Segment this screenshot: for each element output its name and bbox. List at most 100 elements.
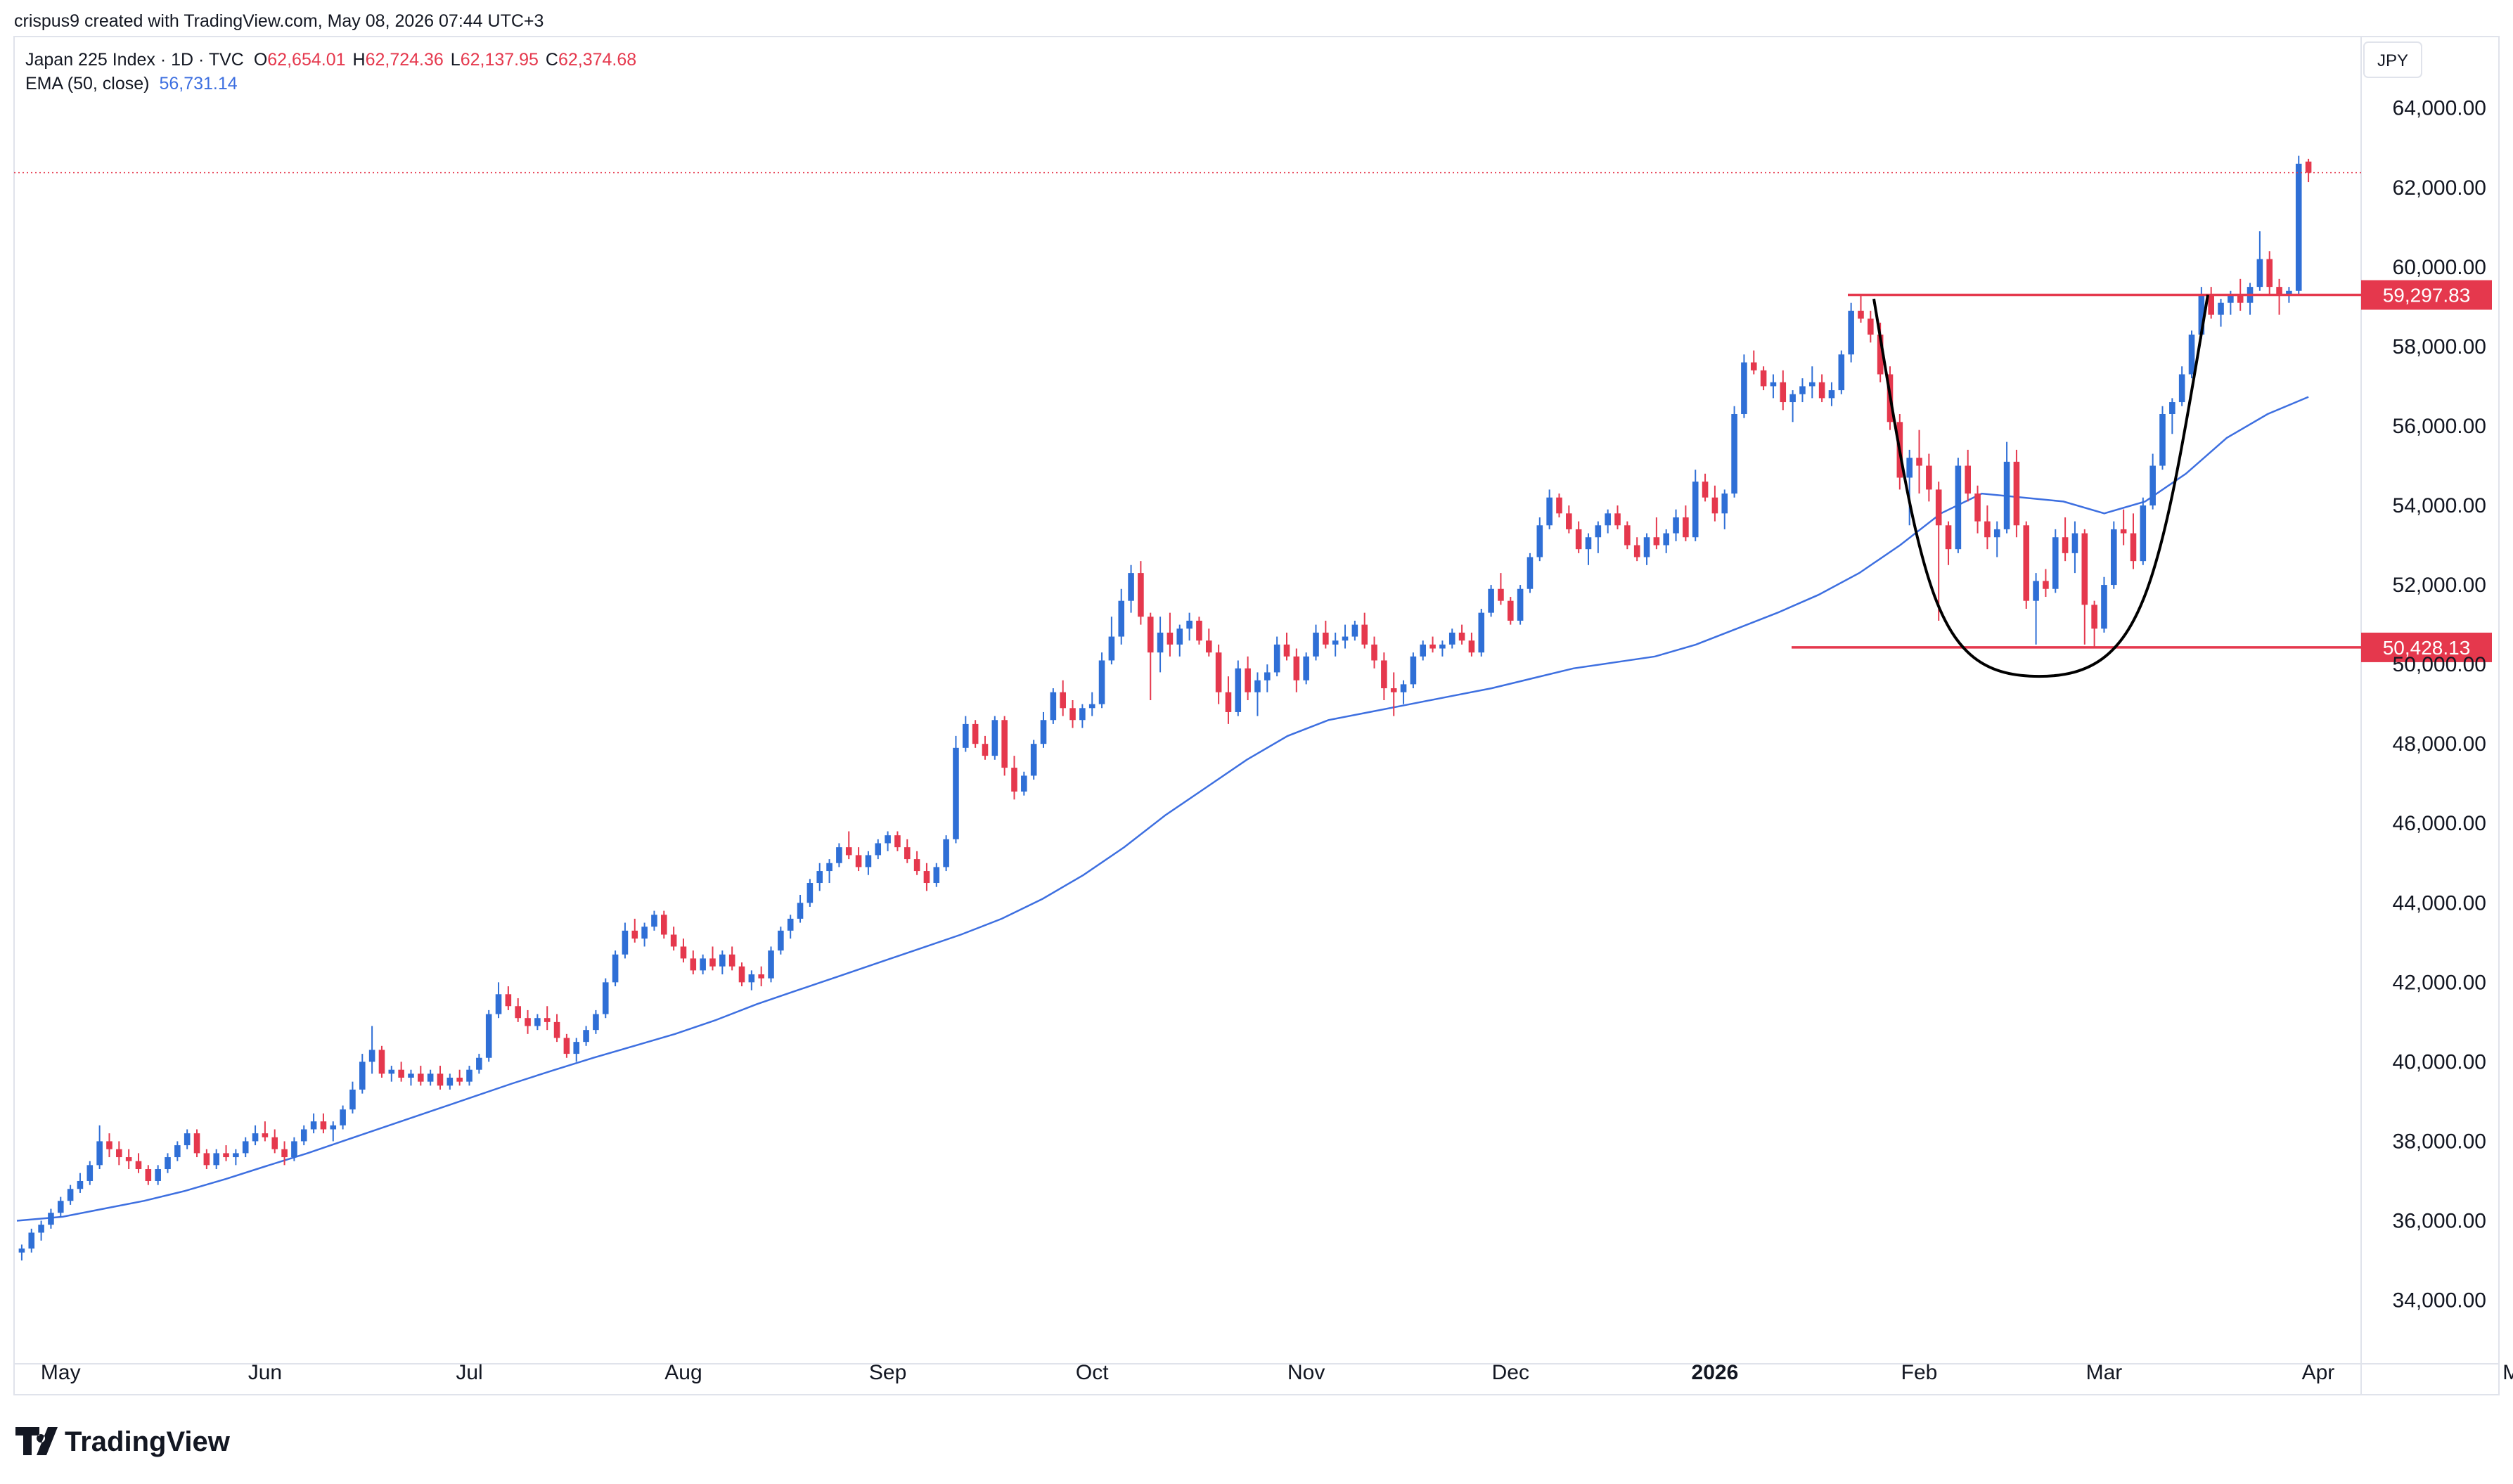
legend-symbol: Japan 225 Index · 1D · TVC	[25, 50, 244, 70]
candle-body	[728, 954, 735, 967]
candle-body	[1098, 660, 1105, 704]
candle-body	[495, 994, 502, 1014]
candle	[2043, 569, 2049, 598]
candle-body	[2266, 259, 2273, 288]
candle-body	[2130, 533, 2137, 562]
candle-body	[135, 1161, 142, 1170]
candle	[1868, 311, 1874, 343]
candle	[1400, 680, 1407, 704]
candle-body	[193, 1133, 200, 1154]
candle-body	[1313, 632, 1319, 657]
candle-body	[1653, 537, 1660, 546]
cup-pattern-curve	[1872, 295, 2209, 678]
candle	[1673, 509, 1679, 541]
candle	[106, 1133, 113, 1158]
candle-body	[330, 1125, 337, 1130]
candle-body	[359, 1062, 366, 1090]
candle-body	[1546, 497, 1553, 526]
currency-box[interactable]	[2363, 41, 2422, 78]
candle-body	[1527, 557, 1534, 589]
candle-body	[2111, 529, 2117, 586]
candle-body	[1468, 640, 1475, 653]
candle	[768, 946, 774, 983]
candle	[2033, 573, 2039, 645]
candle	[2178, 366, 2185, 406]
candle-body	[602, 982, 609, 1014]
candle	[242, 1137, 249, 1158]
y-tick-label: 50,000.00	[2393, 653, 2486, 676]
candle-body	[1254, 680, 1261, 692]
candle	[1001, 716, 1008, 776]
candle-body	[680, 946, 687, 959]
candle	[963, 716, 969, 752]
candle-body	[1323, 632, 1329, 645]
candle-body	[437, 1073, 444, 1086]
x-tick-label: Nov	[1287, 1361, 1325, 1384]
candle	[816, 863, 823, 891]
candle	[1809, 366, 1815, 399]
candle-body	[1556, 497, 1562, 514]
candle	[165, 1153, 171, 1173]
x-tick-label: Sep	[869, 1361, 906, 1384]
candle-body	[1692, 482, 1699, 538]
candle-body	[1235, 668, 1242, 712]
candle	[281, 1141, 288, 1166]
candle-body	[972, 723, 979, 744]
candle-body	[1750, 362, 1757, 370]
candle-body	[1760, 370, 1767, 387]
candle	[1663, 529, 1669, 553]
candle-body	[86, 1165, 94, 1181]
candle-body	[583, 1030, 589, 1043]
candle	[573, 1038, 580, 1062]
candle-body	[593, 1014, 599, 1031]
candle-body	[165, 1157, 171, 1170]
candle	[1731, 406, 1737, 498]
candle	[1323, 620, 1329, 649]
candle-body	[836, 847, 842, 863]
candle-body	[505, 994, 512, 1007]
candle	[1750, 350, 1757, 375]
candle	[1789, 390, 1796, 422]
candle	[826, 859, 833, 884]
candle	[388, 1066, 395, 1082]
x-tick-label: Jun	[248, 1361, 282, 1384]
legend-ohlc-line[interactable]: Japan 225 Index · 1D · TVC O62,654.01 H62,…	[25, 50, 636, 70]
candle	[972, 720, 979, 748]
candle	[1186, 612, 1193, 641]
x-tick-label: Aug	[664, 1361, 702, 1384]
candle	[2169, 398, 2175, 434]
candle-body	[1993, 529, 2000, 538]
candle	[1264, 664, 1271, 692]
candle-body	[1283, 644, 1290, 657]
candle-body	[2208, 295, 2214, 315]
candle-body	[1040, 720, 1047, 744]
candle-body	[991, 720, 998, 756]
candle-body	[758, 974, 764, 979]
y-tick-label: 54,000.00	[2393, 494, 2486, 517]
candle-body	[953, 747, 959, 839]
tradingview-logo: TradingView	[15, 1426, 231, 1457]
legend-ema-line[interactable]: EMA (50, close) 56,731.14	[25, 74, 238, 93]
candle-body	[1926, 465, 1932, 490]
candle	[1955, 458, 1962, 553]
candle-body	[1984, 521, 1991, 538]
candle	[1147, 612, 1154, 700]
candle	[456, 1069, 463, 1086]
candle-body	[1458, 632, 1465, 641]
candle-body	[203, 1153, 210, 1166]
candle-body	[1108, 636, 1115, 661]
candle-body	[1877, 334, 1884, 375]
candle	[2208, 287, 2214, 319]
candle	[1390, 672, 1397, 716]
candle	[174, 1141, 181, 1161]
candle	[77, 1173, 84, 1193]
candle	[1283, 632, 1290, 661]
candle	[1313, 624, 1319, 661]
candle	[1546, 489, 1553, 529]
candle-body	[1828, 390, 1835, 399]
candle	[1780, 370, 1787, 411]
candle	[563, 1033, 570, 1058]
candle	[2111, 521, 2117, 589]
candle-body	[1848, 311, 1854, 355]
